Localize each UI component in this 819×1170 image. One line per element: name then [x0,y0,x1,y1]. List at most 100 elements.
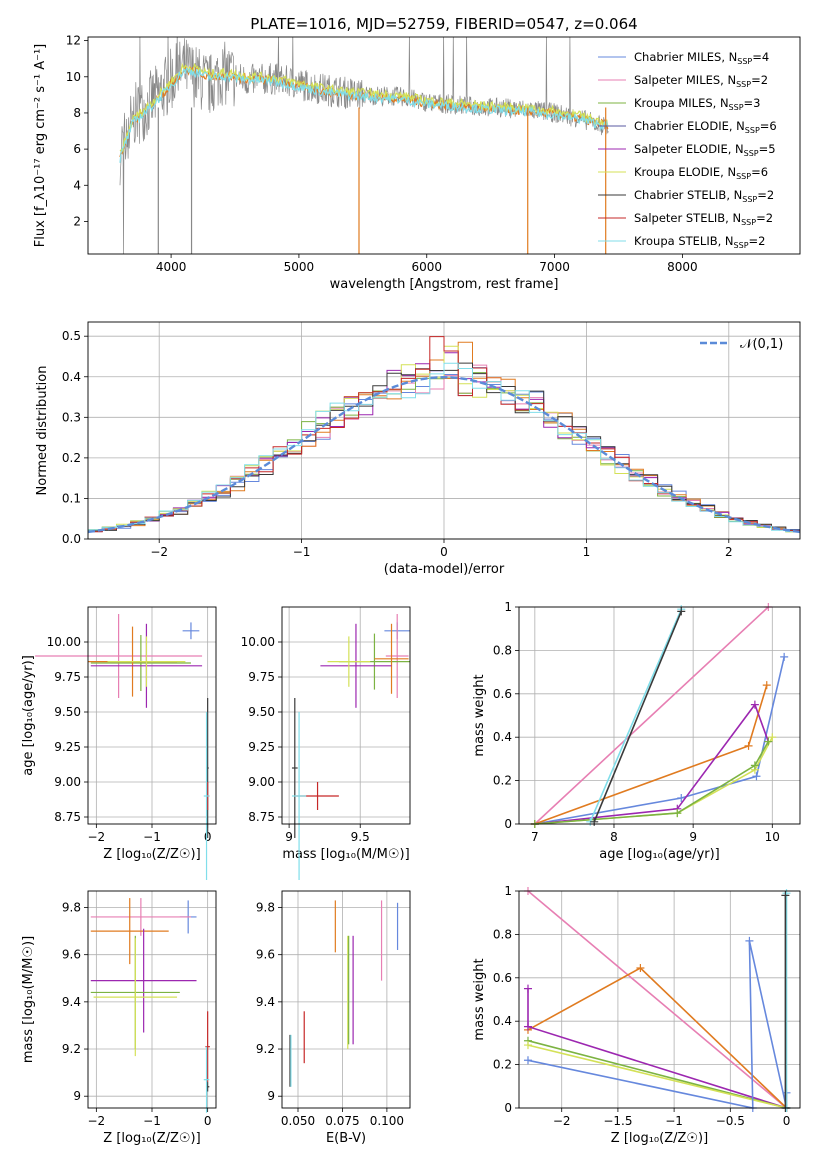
x-tick-label: 9 [285,830,293,844]
legend-entry: Salpeter STELIB, NSSP=2 [634,211,773,227]
x-tick-label: 8000 [667,260,698,274]
weight-line [534,702,770,825]
weight-marker [750,761,759,770]
x-tick-label: 2 [725,545,733,559]
y-tick-label: 0.3 [62,410,81,424]
y-tick-label: 0.6 [493,971,512,985]
mass-vs-ebv-xlabel: E(B-V) [326,1131,366,1146]
y-tick-label: 8.75 [54,810,81,824]
axes-frame [87,321,801,540]
x-tick-label: −1.5 [603,1114,632,1128]
y-tick-label: 9.6 [62,948,81,962]
data-point [203,1046,210,1113]
weight-marker [768,733,777,742]
x-tick-label: −2 [553,1114,571,1128]
y-tick-label: 6 [73,142,81,156]
data-point [182,622,200,640]
weight-series [590,607,686,826]
weight-marker [780,652,789,661]
y-tick-label: 0.4 [493,1014,512,1028]
x-tick-label: 0.050 [281,1114,315,1128]
data-point [291,698,298,838]
x-tick-label: 9.5 [351,830,370,844]
x-tick-label: −0.5 [716,1114,745,1128]
axes-frame [518,606,801,825]
model-spectrum [119,62,609,154]
y-tick-label: 9.00 [248,775,275,789]
data-point [90,928,197,1033]
observed-spectrum [119,37,609,254]
y-tick-label: 0.8 [493,643,512,657]
y-tick-label: 1 [504,600,512,614]
axes-frame [87,606,217,825]
weight-line [593,610,683,823]
data-point [107,636,186,687]
x-tick-label: −1 [143,830,161,844]
y-tick-label: 9.25 [54,740,81,754]
y-tick-label: 12 [66,34,81,48]
y-tick-label: 9.50 [248,705,275,719]
weight-marker [673,809,682,818]
x-tick-label: 9 [689,830,697,844]
y-tick-label: 8.75 [248,810,275,824]
y-tick-label: 0.5 [62,329,81,343]
weight-line [589,608,683,823]
legend-entry: Salpeter ELODIE, NSSP=5 [634,142,776,158]
y-tick-label: 1 [504,884,512,898]
y-tick-label: 9 [267,1089,275,1103]
weight-marker [750,700,759,709]
weight-vs-age-ylabel: mass weight [472,674,487,756]
weight-marker [636,964,645,973]
weight-marker [590,817,599,826]
data-point [320,623,392,708]
x-tick-label: 0 [440,545,448,559]
y-tick-label: 9.2 [62,1042,81,1056]
mass-vs-Z-axes: −2 −1 0 9 9.2 9.4 9.6 9.8 Z [log₁₀(Z/Z☉)] mass [l… [21,890,217,1146]
data-point [93,938,178,1057]
x-tick-label: 7 [531,830,539,844]
residuals-axes: −2 −1 0 1 2 0.0 0.1 0.2 0.3 0.4 0.5 (data-model)/er… [35,321,801,577]
y-tick-label: 9.75 [248,670,275,684]
weight-line [534,741,769,825]
y-tick-label: 0.0 [62,532,81,546]
age-vs-mass-xlabel: mass [log₁₀(M/M☉)] [282,847,409,862]
weight-vs-Z-ylabel: mass weight [472,958,487,1040]
y-tick-label: 9 [73,1089,81,1103]
spectrum-legend: Chabrier MILES, NSSP=4 Salpeter MILES, NS… [598,50,777,250]
spectrum-xlabel: wavelength [Angstrom, rest frame] [330,277,559,292]
x-tick-label: 10 [765,830,780,844]
legend-entry: Kroupa ELODIE, NSSP=6 [634,165,768,181]
weight-marker [523,984,532,993]
y-tick-label: 0.8 [493,927,512,941]
axes-frame [518,890,801,1109]
weight-marker [744,741,753,750]
weight-vs-age-axes: 7 8 9 10 0 0.2 0.4 0.6 0.8 1 age [log₁₀(age/yr)] ma… [472,600,801,862]
residuals-xlabel: (data-model)/error [384,562,505,577]
y-tick-label: 9.50 [54,705,81,719]
model-spectrum [119,67,609,163]
data-point [35,614,203,698]
legend-entry: Kroupa STELIB, NSSP=2 [634,234,765,250]
y-tick-label: 0.2 [493,1058,512,1072]
weight-marker [781,891,790,900]
legend-entry: Kroupa MILES, NSSP=3 [634,96,760,112]
y-tick-label: 0 [504,1101,512,1115]
weight-marker [677,793,686,802]
y-tick-label: 9.4 [256,995,275,1009]
x-tick-label: 8 [610,830,618,844]
data-point [90,898,191,936]
x-tick-label: 0 [783,1114,791,1128]
spectrum-plot [119,37,609,254]
y-tick-label: 4 [73,178,81,192]
residuals-ylabel: Normed distribution [35,366,50,496]
legend-entry: Chabrier STELIB, NSSP=2 [634,188,774,204]
weight-marker [523,1041,532,1050]
x-tick-label: 0.075 [325,1114,359,1128]
age-vs-Z-ylabel: age [log₁₀(age/yr)] [21,655,36,776]
data-point [90,898,169,965]
y-tick-label: 10.00 [241,635,275,649]
weight-line [534,606,769,825]
y-tick-label: 8 [73,106,81,120]
